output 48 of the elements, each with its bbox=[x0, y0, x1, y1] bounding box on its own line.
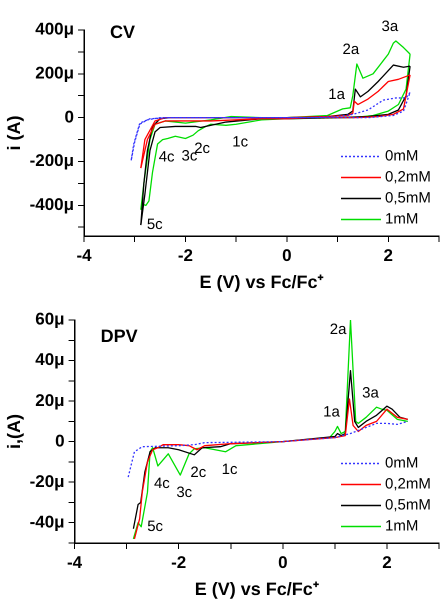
annotation: 3c bbox=[182, 148, 198, 165]
annotation: 1a bbox=[323, 404, 340, 421]
annotation: 5c bbox=[147, 518, 164, 535]
annotation: 1c bbox=[222, 460, 238, 478]
y-tick-label: -400μ bbox=[30, 195, 74, 214]
annotation: 2a bbox=[342, 41, 360, 58]
annotation: 1c bbox=[232, 133, 249, 150]
annotation: 3a bbox=[382, 18, 399, 36]
x-tick-label: 2 bbox=[382, 552, 392, 572]
annotation: 3a bbox=[362, 384, 380, 402]
y-tick-label: 0 bbox=[55, 431, 65, 450]
legend-label: 0mM bbox=[385, 454, 418, 472]
annotation: 4c bbox=[158, 148, 176, 166]
y-tick-label: 200μ bbox=[35, 64, 74, 83]
x-tick-label: -4 bbox=[67, 552, 83, 572]
legend-label: 1mM bbox=[385, 518, 418, 535]
y-tick-label: -40μ bbox=[30, 512, 65, 532]
legend-label: 0mM bbox=[385, 148, 418, 165]
legend-label: 0,2mM bbox=[385, 168, 431, 186]
y-tick-label: -20μ bbox=[30, 472, 65, 491]
y-tick-label: 40μ bbox=[35, 350, 65, 370]
annotation: 2a bbox=[330, 321, 348, 338]
x-tick-label: 2 bbox=[384, 246, 394, 265]
annotation: 1a bbox=[328, 86, 346, 104]
legend-label: 0,5mM bbox=[385, 190, 431, 207]
y-tick-label: -200μ bbox=[30, 151, 74, 170]
y-tick-label: 0 bbox=[64, 107, 74, 126]
x-tick-label: -2 bbox=[178, 246, 194, 265]
x-tick-label: -4 bbox=[76, 246, 92, 265]
x-tick-label: 0 bbox=[282, 246, 292, 265]
annotation: 3c bbox=[176, 484, 193, 502]
chart-title: CV bbox=[110, 22, 136, 42]
y-tick-label: 60μ bbox=[35, 310, 65, 329]
x-axis-title: E (V) vs Fc/Fc⁺ bbox=[199, 272, 324, 292]
chart-title: DPV bbox=[100, 326, 138, 346]
annotation: 2c bbox=[190, 464, 207, 481]
y-axis-title: i,(A) bbox=[4, 414, 24, 449]
y-tick-label: 400μ bbox=[35, 20, 74, 39]
y-axis-title: i (A) bbox=[4, 116, 24, 150]
legend-label: 0,5mM bbox=[385, 496, 431, 514]
legend-label: 1mM bbox=[385, 210, 418, 228]
annotation: 4c bbox=[154, 475, 170, 492]
y-tick-label: 20μ bbox=[35, 390, 65, 410]
x-axis-title: E (V) vs Fc/Fc⁺ bbox=[194, 579, 319, 600]
legend-label: 0,2mM bbox=[385, 476, 431, 493]
x-tick-label: -2 bbox=[171, 552, 186, 572]
x-tick-label: 0 bbox=[278, 552, 288, 572]
annotation: 5c bbox=[146, 216, 164, 234]
